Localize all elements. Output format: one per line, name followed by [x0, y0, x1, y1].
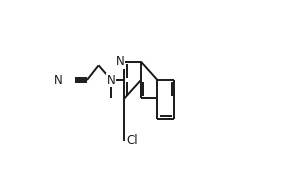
Text: N: N: [54, 74, 62, 86]
Text: N: N: [116, 55, 124, 68]
Text: N: N: [107, 74, 116, 86]
Text: Cl: Cl: [126, 134, 138, 147]
